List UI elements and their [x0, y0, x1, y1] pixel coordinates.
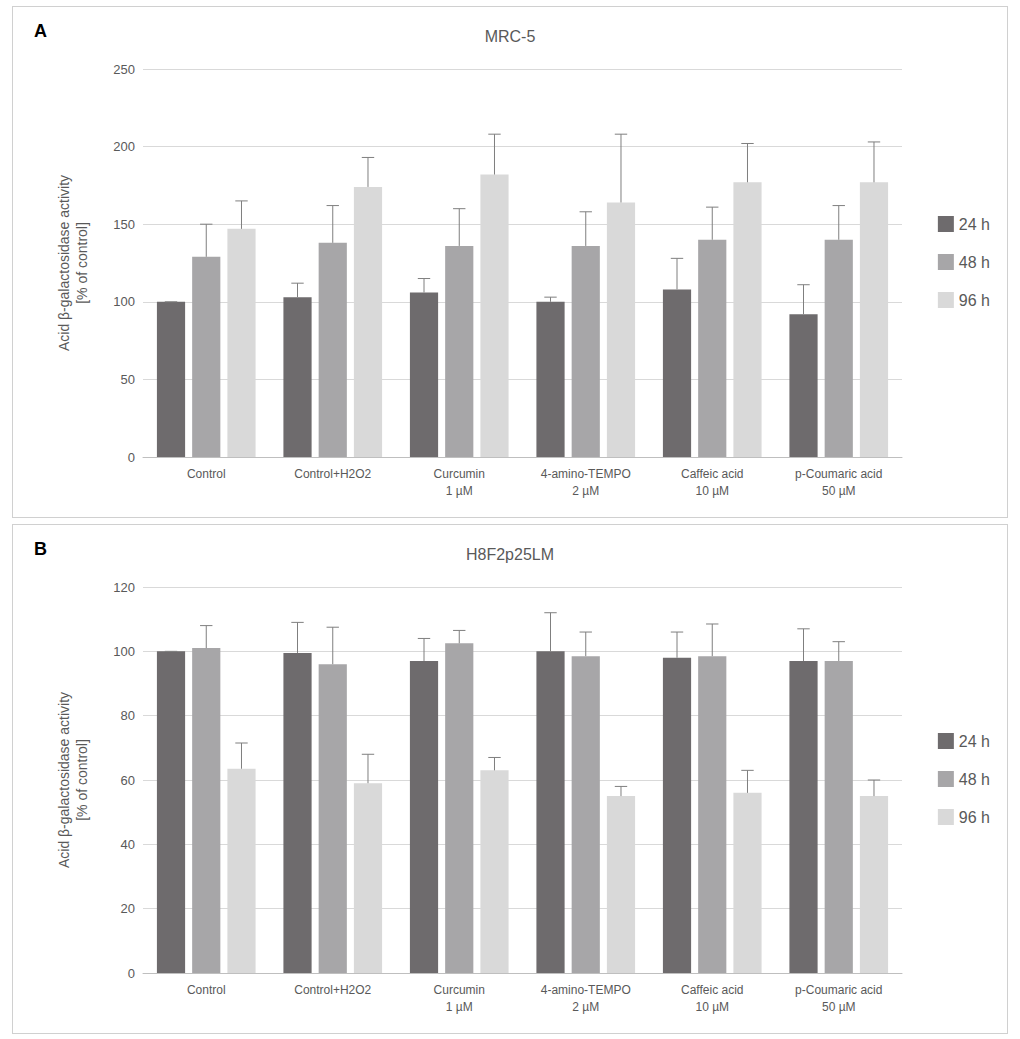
svg-text:20: 20 — [121, 901, 135, 916]
svg-text:250: 250 — [113, 62, 135, 77]
svg-text:50 µM: 50 µM — [822, 1000, 856, 1014]
svg-text:24 h: 24 h — [959, 733, 990, 750]
svg-text:Control+H2O2: Control+H2O2 — [294, 983, 371, 997]
svg-text:200: 200 — [113, 139, 135, 154]
svg-text:2 µM: 2 µM — [572, 484, 599, 498]
svg-text:120: 120 — [113, 580, 135, 595]
svg-text:Control: Control — [187, 983, 226, 997]
svg-text:40: 40 — [121, 837, 135, 852]
svg-text:[% of control]: [% of control] — [74, 222, 90, 304]
svg-text:Caffeic acid: Caffeic acid — [681, 983, 743, 997]
svg-text:96 h: 96 h — [959, 809, 990, 826]
svg-text:Caffeic acid: Caffeic acid — [681, 467, 743, 481]
svg-text:50: 50 — [121, 372, 135, 387]
svg-text:96 h: 96 h — [959, 292, 990, 309]
svg-text:1 µM: 1 µM — [446, 1000, 473, 1014]
svg-text:Curcumin: Curcumin — [434, 983, 485, 997]
svg-text:10 µM: 10 µM — [695, 1000, 729, 1014]
svg-text:4-amino-TEMPO: 4-amino-TEMPO — [541, 983, 631, 997]
svg-text:48 h: 48 h — [959, 254, 990, 271]
svg-text:B: B — [34, 539, 47, 559]
svg-text:[% of control]: [% of control] — [74, 739, 90, 821]
svg-text:A: A — [34, 21, 47, 41]
svg-text:H8F2p25LM: H8F2p25LM — [466, 546, 554, 563]
svg-text:0: 0 — [128, 450, 135, 465]
svg-text:p-Coumaric acid: p-Coumaric acid — [795, 983, 882, 997]
svg-text:24 h: 24 h — [959, 216, 990, 233]
svg-text:Control+H2O2: Control+H2O2 — [294, 467, 371, 481]
svg-text:48 h: 48 h — [959, 771, 990, 788]
svg-text:100: 100 — [113, 644, 135, 659]
svg-text:Control: Control — [187, 467, 226, 481]
svg-text:p-Coumaric acid: p-Coumaric acid — [795, 467, 882, 481]
svg-text:80: 80 — [121, 708, 135, 723]
svg-text:0: 0 — [128, 966, 135, 981]
svg-text:2 µM: 2 µM — [572, 1000, 599, 1014]
svg-text:MRC-5: MRC-5 — [485, 28, 536, 45]
svg-text:60: 60 — [121, 773, 135, 788]
svg-text:10 µM: 10 µM — [695, 484, 729, 498]
svg-text:Acid β-galactosidase activity: Acid β-galactosidase activity — [56, 692, 72, 868]
svg-text:4-amino-TEMPO: 4-amino-TEMPO — [541, 467, 631, 481]
svg-text:1 µM: 1 µM — [446, 484, 473, 498]
svg-text:50 µM: 50 µM — [822, 484, 856, 498]
svg-text:Acid β-galactosidase activity: Acid β-galactosidase activity — [56, 175, 72, 351]
svg-text:Curcumin: Curcumin — [434, 467, 485, 481]
svg-text:150: 150 — [113, 217, 135, 232]
svg-text:100: 100 — [113, 294, 135, 309]
